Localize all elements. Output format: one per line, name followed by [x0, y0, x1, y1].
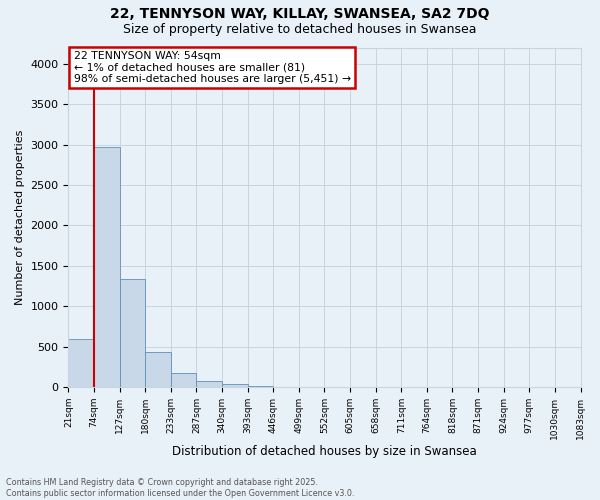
Text: 22, TENNYSON WAY, KILLAY, SWANSEA, SA2 7DQ: 22, TENNYSON WAY, KILLAY, SWANSEA, SA2 7…: [110, 8, 490, 22]
Text: 22 TENNYSON WAY: 54sqm
← 1% of detached houses are smaller (81)
98% of semi-deta: 22 TENNYSON WAY: 54sqm ← 1% of detached …: [74, 51, 350, 84]
Bar: [119, 278, 145, 387]
Bar: [222, 384, 248, 387]
Text: Contains HM Land Registry data © Crown copyright and database right 2025.
Contai: Contains HM Land Registry data © Crown c…: [6, 478, 355, 498]
Bar: [145, 352, 171, 387]
Bar: [196, 380, 222, 387]
Bar: [248, 386, 273, 387]
Text: Size of property relative to detached houses in Swansea: Size of property relative to detached ho…: [123, 22, 477, 36]
Bar: [171, 373, 196, 387]
Y-axis label: Number of detached properties: Number of detached properties: [15, 130, 25, 305]
Bar: [94, 147, 119, 387]
X-axis label: Distribution of detached houses by size in Swansea: Distribution of detached houses by size …: [172, 444, 477, 458]
Bar: [68, 340, 94, 387]
